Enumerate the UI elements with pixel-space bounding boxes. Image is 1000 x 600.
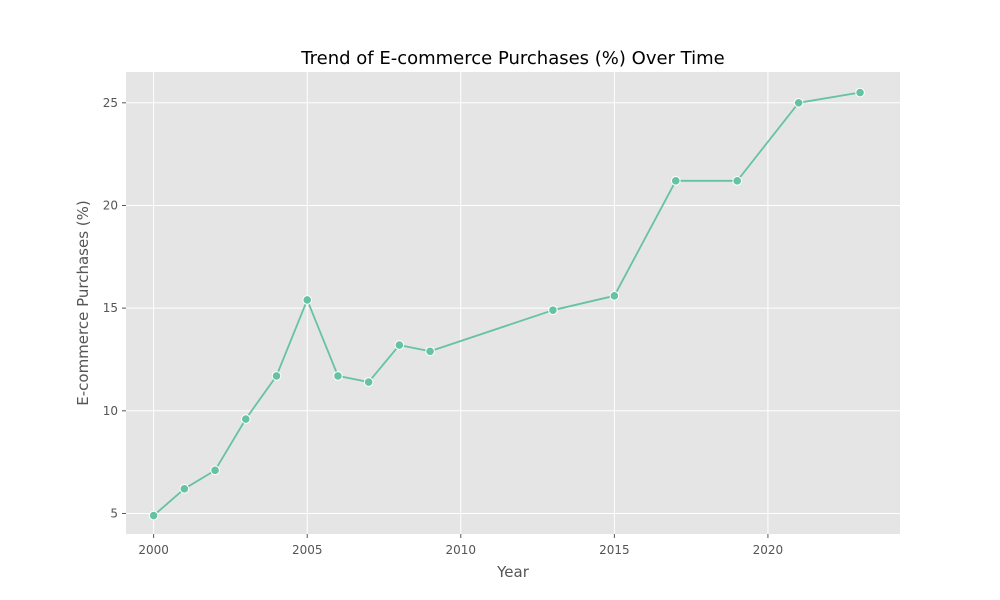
data-point — [425, 346, 435, 357]
data-point — [148, 510, 159, 521]
x-tick-label: 2015 — [599, 543, 630, 557]
data-point — [855, 87, 865, 98]
x-tick-label: 2000 — [138, 543, 169, 557]
data-point — [302, 295, 313, 305]
series-layer — [148, 87, 865, 521]
axis-ticks: 2000 2005 2010 2015 2020 5 10 15 20 25 — [103, 96, 783, 557]
data-point — [394, 340, 405, 350]
data-point — [210, 465, 220, 476]
y-tick-label: 25 — [103, 96, 118, 110]
data-point — [333, 371, 343, 381]
data-point — [670, 176, 681, 186]
data-point — [609, 291, 620, 301]
series-line — [153, 91, 861, 517]
x-tick-label: 2010 — [446, 543, 477, 557]
x-axis-label: Year — [496, 563, 530, 581]
x-tick-label: 2020 — [753, 543, 784, 557]
plot-area — [126, 72, 900, 534]
y-tick-label: 10 — [103, 404, 118, 418]
y-tick-label: 5 — [110, 506, 118, 520]
y-tick-label: 15 — [103, 301, 118, 315]
grid — [126, 72, 900, 534]
data-point — [548, 305, 558, 315]
data-point — [793, 98, 804, 108]
data-point — [271, 371, 282, 381]
data-point — [179, 484, 190, 494]
data-point — [732, 176, 743, 186]
data-point — [240, 414, 251, 424]
y-tick-label: 20 — [103, 198, 118, 212]
data-point — [363, 377, 374, 387]
x-tick-label: 2005 — [292, 543, 323, 557]
chart-title: Trend of E-commerce Purchases (%) Over T… — [300, 48, 724, 69]
y-axis-label: E-commerce Purchases (%) — [74, 200, 92, 406]
